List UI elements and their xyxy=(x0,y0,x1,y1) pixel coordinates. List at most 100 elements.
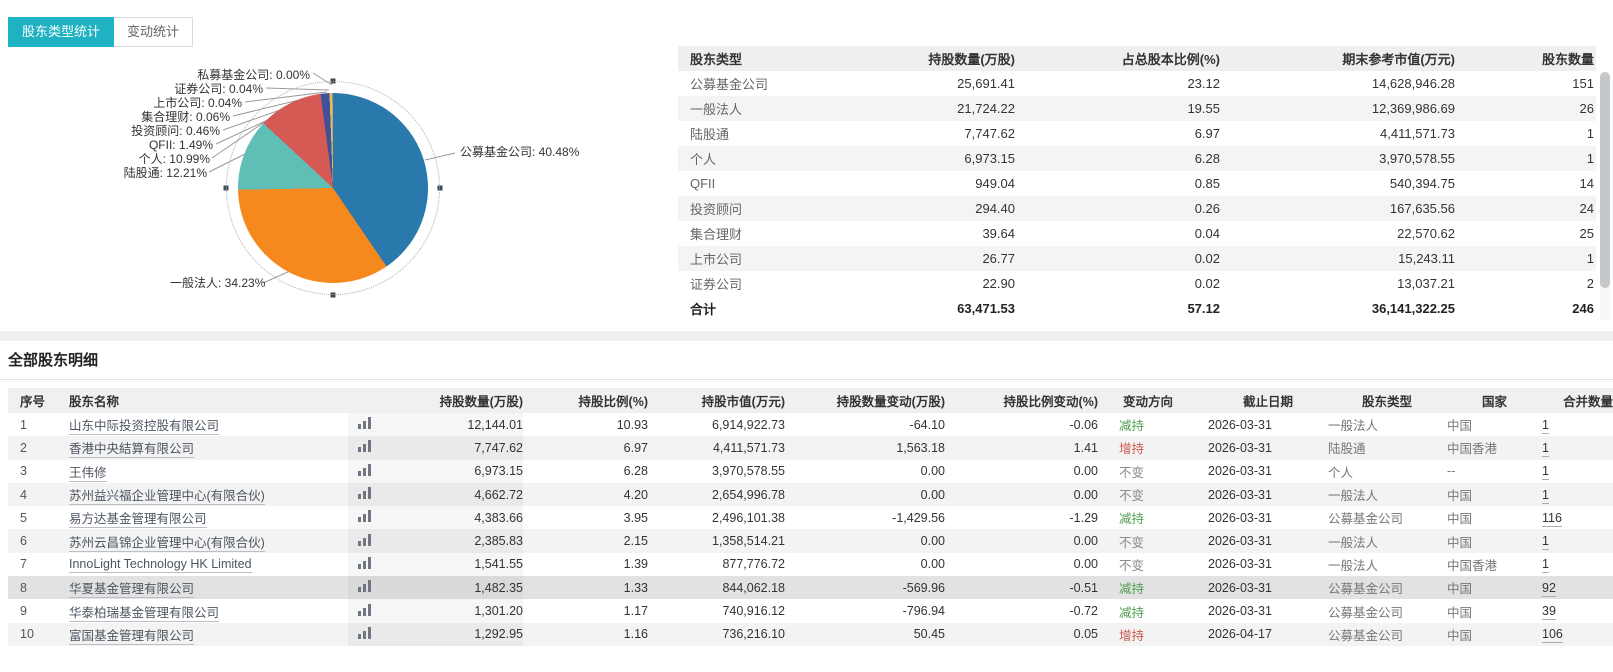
shareholder-type-cell: 个人 xyxy=(678,146,878,171)
shareholder-detail-table: 序号 股东名称 持股数量(万股) 持股比例(%) 持股市值(万元) 持股数量变动… xyxy=(8,388,1613,646)
shareholder-name-cell: 华夏基金管理有限公司 xyxy=(58,576,348,600)
holding-qty-cell: 6,973.15 xyxy=(878,146,1017,171)
end-date-cell: 2026-03-31 xyxy=(1173,529,1293,553)
detail-table-body: 1 山东中际投资控股有限公司 12,144.01 10.93 6,914,922… xyxy=(8,413,1613,646)
shareholder-name-link[interactable]: 苏州云昌锦企业管理中心(有限合伙) xyxy=(69,535,265,552)
mini-chart-cell xyxy=(348,529,380,553)
mini-bar-chart-icon[interactable] xyxy=(357,603,371,616)
merge-count-link[interactable]: 92 xyxy=(1542,580,1556,597)
shareholder-type-cell: 一般法人 xyxy=(1293,482,1412,507)
mini-chart-cell xyxy=(348,506,380,529)
pie-slice-label: 上市公司: 0.04% xyxy=(153,96,242,110)
merge-count-cell: 1 xyxy=(1507,413,1613,436)
shareholder-name-link[interactable]: 易方达基金管理有限公司 xyxy=(69,512,207,529)
shareholder-name-link[interactable]: 山东中际投资控股有限公司 xyxy=(69,419,220,436)
pie-chart[interactable] xyxy=(238,93,428,283)
tab-shareholder-type-stats[interactable]: 股东类型统计 xyxy=(8,17,115,47)
shareholder-type-table: 股东类型 持股数量(万股) 占总股本比例(%) 期末参考市值(万元) 股东数量 … xyxy=(678,46,1596,321)
holding-value-cell: 740,916.12 xyxy=(722,604,785,619)
pct-change-cell: -0.06 xyxy=(1069,417,1099,432)
mini-bar-chart-icon[interactable] xyxy=(357,510,371,523)
pct-cell: 0.02 xyxy=(1017,246,1222,271)
qty-change-cell: -64.10 xyxy=(909,417,945,432)
market-value-cell: 13,037.21 xyxy=(1397,276,1455,291)
mini-bar-chart-icon[interactable] xyxy=(357,417,371,430)
shareholder-name-link[interactable]: 富国基金管理有限公司 xyxy=(69,628,195,645)
col-index: 序号 xyxy=(8,388,58,413)
shareholder-type-cell: 个人 xyxy=(1328,465,1354,480)
merge-count-cell: 1 xyxy=(1507,553,1613,576)
shareholder-name-link[interactable]: 王伟修 xyxy=(69,465,107,482)
table-row: 10 富国基金管理有限公司 1,292.95 1.16 736,216.10 5… xyxy=(8,622,1613,646)
mini-bar-chart-icon[interactable] xyxy=(357,556,371,569)
shareholder-type-cell: 公募基金公司 xyxy=(1328,605,1404,620)
merge-count-cell: 106 xyxy=(1507,622,1613,646)
merge-count-link[interactable]: 1 xyxy=(1542,440,1549,457)
shareholder-name-link[interactable]: InnoLight Technology HK Limited xyxy=(69,557,252,574)
count-cell: 2 xyxy=(1586,276,1594,291)
total-label: 合计 xyxy=(690,302,717,317)
merge-count-link[interactable]: 106 xyxy=(1542,627,1563,644)
merge-count-link[interactable]: 1 xyxy=(1542,487,1549,504)
merge-count-link[interactable]: 116 xyxy=(1542,510,1562,527)
col-shareholder-count: 股东数量 xyxy=(1457,46,1596,71)
shareholder-type-cell: 一般法人 xyxy=(1328,419,1379,434)
holding-pct-cell: 2.15 xyxy=(523,529,648,553)
shareholder-name-link[interactable]: 华泰柏瑞基金管理有限公司 xyxy=(69,605,220,622)
table-row: 集合理财 39.64 0.04 22,570.62 25 xyxy=(678,221,1596,246)
col-holding-value: 持股市值(万元) xyxy=(648,388,785,413)
col-holding-qty: 持股数量(万股) xyxy=(380,388,523,413)
shareholder-name-cell: 苏州益兴福企业管理中心(有限合伙) xyxy=(58,482,348,507)
merge-count-cell: 1 xyxy=(1507,482,1613,507)
shareholder-type-summary: 股东类型 持股数量(万股) 占总股本比例(%) 期末参考市值(万元) 股东数量 … xyxy=(678,46,1610,321)
table-row: 个人 6,973.15 6.28 3,970,578.55 1 xyxy=(678,146,1596,171)
mini-bar-chart-icon[interactable] xyxy=(357,463,371,476)
mini-bar-chart-icon[interactable] xyxy=(357,580,371,593)
mini-bar-chart-icon[interactable] xyxy=(357,487,371,500)
shareholder-name-cell: 山东中际投资控股有限公司 xyxy=(58,413,348,436)
mini-bar-chart-icon[interactable] xyxy=(357,626,371,639)
holding-value-cell: 2,654,996.78 xyxy=(648,482,785,507)
holding-pct-cell: 6.97 xyxy=(523,436,648,460)
shareholder-name-link[interactable]: 华夏基金管理有限公司 xyxy=(69,582,195,599)
shareholder-type-cell: 公募基金公司 xyxy=(1293,576,1412,600)
end-date-cell: 2026-03-31 xyxy=(1208,464,1272,479)
table-row: 4 苏州益兴福企业管理中心(有限合伙) 4,662.72 4.20 2,654,… xyxy=(8,482,1613,507)
qty-change-cell: 50.45 xyxy=(785,622,945,646)
pie-slice-label: 证券公司: 0.04% xyxy=(174,82,263,96)
scrollbar-thumb[interactable] xyxy=(1600,72,1610,288)
merge-count-cell: 1 xyxy=(1507,436,1613,460)
shareholder-name-link[interactable]: 苏州益兴福企业管理中心(有限合伙) xyxy=(69,489,265,506)
merge-count-link[interactable]: 1 xyxy=(1542,557,1549,574)
mini-bar-chart-icon[interactable] xyxy=(357,533,371,546)
holding-qty-cell: 22.90 xyxy=(982,276,1015,291)
holding-pct-cell: 1.39 xyxy=(623,557,648,572)
merge-count-link[interactable]: 1 xyxy=(1542,464,1549,481)
merge-count-link[interactable]: 1 xyxy=(1542,417,1549,434)
end-date-cell: 2026-03-31 xyxy=(1208,557,1272,572)
mini-bar-chart-icon[interactable] xyxy=(357,440,371,453)
merge-count-cell: 39 xyxy=(1507,599,1613,622)
qty-change-cell: 0.00 xyxy=(785,482,945,507)
table-row: 8 华夏基金管理有限公司 1,482.35 1.33 844,062.18 -5… xyxy=(8,576,1613,600)
pie-slice-label: 集合理财: 0.06% xyxy=(141,110,230,124)
holding-value-cell: 6,914,922.73 xyxy=(712,417,785,432)
pie-selection-ring xyxy=(226,81,440,295)
row-index: 10 xyxy=(8,622,58,646)
tab-change-stats[interactable]: 变动统计 xyxy=(114,17,194,47)
change-direction-cell: 不变 xyxy=(1098,529,1173,553)
holding-value-cell: 4,411,571.73 xyxy=(648,436,785,460)
holding-pct-cell: 1.17 xyxy=(623,604,648,619)
row-index: 7 xyxy=(20,557,27,572)
end-date-cell: 2026-03-31 xyxy=(1173,436,1293,460)
mini-chart-cell xyxy=(348,622,380,646)
end-date-cell: 2026-04-17 xyxy=(1173,622,1293,646)
holding-pct-cell: 1.33 xyxy=(523,576,648,600)
count-cell: 14 xyxy=(1579,176,1594,191)
shareholder-name-link[interactable]: 香港中央結算有限公司 xyxy=(69,442,195,459)
merge-count-link[interactable]: 39 xyxy=(1542,604,1556,621)
holding-pct-cell: 10.93 xyxy=(616,417,648,432)
section-divider xyxy=(0,331,1613,341)
merge-count-link[interactable]: 1 xyxy=(1542,534,1549,551)
pie-slice-label: 投资顾问: 0.46% xyxy=(131,124,220,138)
